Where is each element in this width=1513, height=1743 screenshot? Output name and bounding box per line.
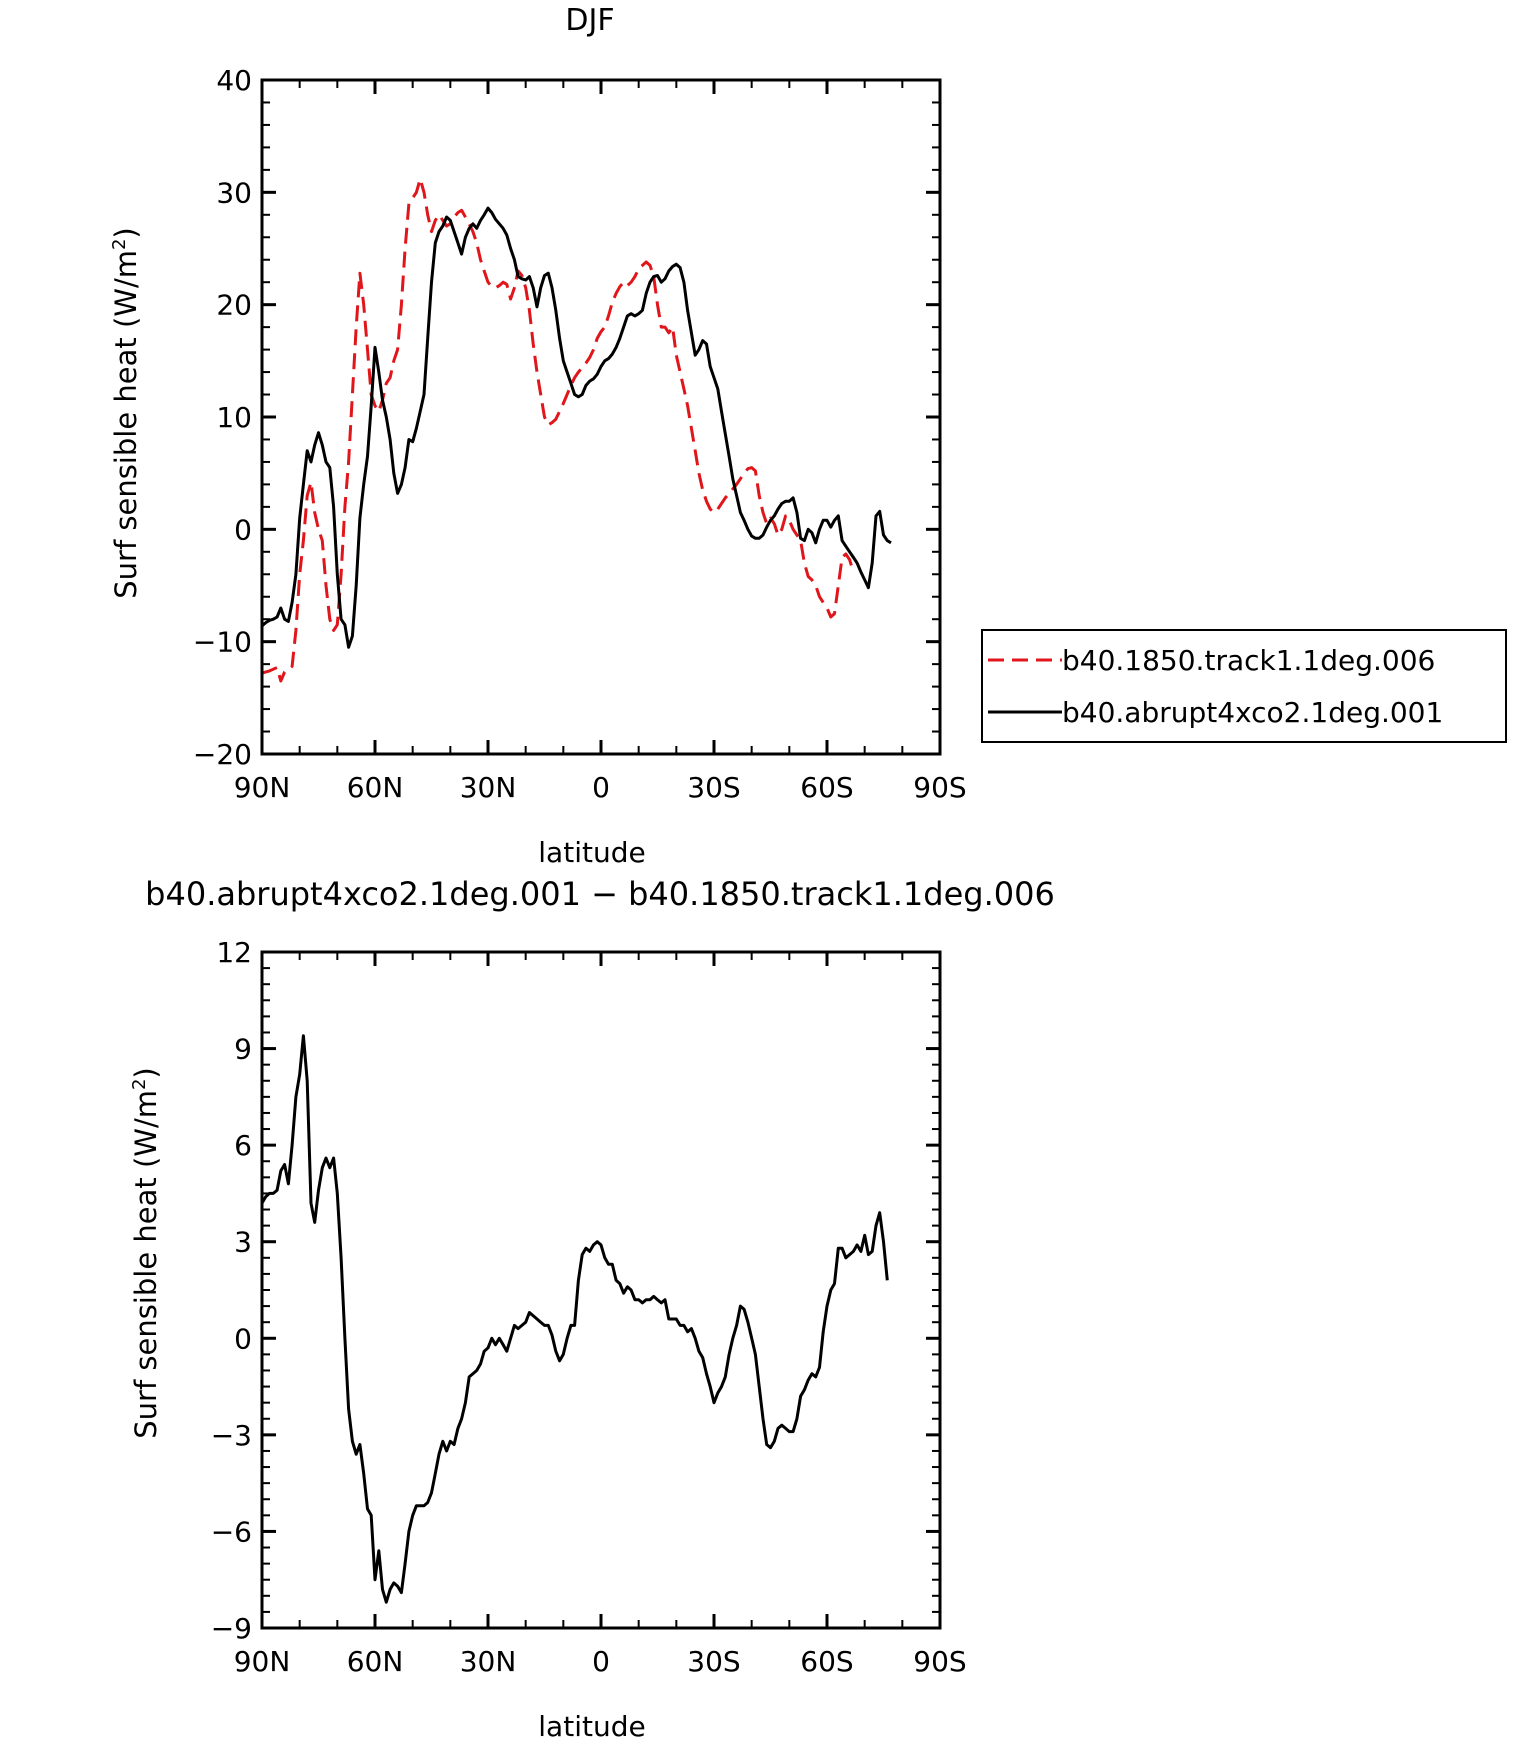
top-tick-labels: 90N 60N 30N 0 30S 60S 90S −20 −10 0 10 20 30 40 [193, 64, 967, 804]
bottom-y-axis-label: Surf sensible heat (W/m2) [129, 1067, 163, 1439]
legend-label-series-1: b40.1850.track1.1deg.006 [1062, 644, 1435, 677]
top-legend: b40.1850.track1.1deg.006 b40.abrupt4xco2… [981, 629, 1507, 743]
x-tick-label: 30S [687, 1645, 740, 1678]
top-y-axis-label: Surf sensible heat (W/m2) [109, 227, 143, 599]
x-tick-label: 90N [234, 771, 291, 804]
x-tick-label: 0 [592, 771, 610, 804]
y-tick-label: 3 [234, 1226, 252, 1259]
x-tick-label: 30S [687, 771, 740, 804]
x-tick-label: 90N [234, 1645, 291, 1678]
top-plot-frame [260, 78, 942, 756]
bottom-chart-title: b40.abrupt4xco2.1deg.001 − b40.1850.trac… [145, 875, 1055, 913]
y-tick-label: −3 [211, 1419, 252, 1452]
legend-box [981, 629, 1507, 743]
x-tick-label: 60N [347, 771, 404, 804]
y-tick-label: −9 [211, 1612, 252, 1645]
x-tick-label: 0 [592, 1645, 610, 1678]
x-tick-label: 30N [460, 1645, 517, 1678]
y-tick-label: 30 [216, 176, 252, 209]
bottom-y-label-tail: ) [129, 1067, 163, 1078]
y-tick-label: 10 [216, 401, 252, 434]
x-tick-label: 30N [460, 771, 517, 804]
legend-label-series-2: b40.abrupt4xco2.1deg.001 [1062, 696, 1443, 729]
y-tick-label: 9 [234, 1033, 252, 1066]
svg-text:Surf sensible heat (W/m2): Surf sensible heat (W/m2) [109, 227, 143, 599]
bottom-series-layer [260, 1034, 889, 1604]
y-tick-label: −6 [211, 1515, 252, 1548]
y-tick-label: 40 [216, 64, 252, 97]
y-tick-label: 12 [216, 936, 252, 969]
top-series-layer [261, 177, 892, 683]
top-x-axis-label: latitude [538, 836, 645, 869]
y-tick-label: 20 [216, 289, 252, 322]
bottom-ticks [260, 950, 942, 1630]
bottom-plot-frame [260, 950, 942, 1630]
bottom-tick-labels: 90N 60N 30N 0 30S 60S 90S −9 −6 −3 0 3 6 9 12 [211, 936, 967, 1678]
bottom-panel: b40.abrupt4xco2.1deg.001 − b40.1850.trac… [129, 875, 1055, 1743]
series-line-2 [261, 206, 892, 649]
x-tick-label: 60S [800, 1645, 853, 1678]
top-y-label-tail: ) [109, 227, 143, 238]
y-tick-label: 6 [234, 1129, 252, 1162]
x-tick-label: 60S [800, 771, 853, 804]
svg-text:Surf sensible heat (W/m2): Surf sensible heat (W/m2) [129, 1067, 163, 1439]
top-y-label-main: Surf sensible heat (W/m [109, 250, 143, 599]
x-tick-label: 90S [913, 771, 966, 804]
y-tick-label: −20 [193, 738, 252, 771]
top-y-label-superscript: 2 [109, 239, 130, 250]
y-tick-label: −10 [193, 626, 252, 659]
bottom-x-axis-label: latitude [538, 1710, 645, 1743]
y-tick-label: 0 [234, 513, 252, 546]
series-line-1 [261, 177, 855, 683]
series-line-1 [260, 1034, 889, 1604]
y-tick-label: 0 [234, 1322, 252, 1355]
top-panel: DJF Surf sensible heat (W/m2) latitude 9… [109, 3, 1507, 869]
x-tick-label: 60N [347, 1645, 404, 1678]
bottom-y-label-main: Surf sensible heat (W/m [129, 1090, 163, 1439]
top-ticks [260, 78, 942, 756]
bottom-y-label-superscript: 2 [129, 1079, 150, 1090]
x-tick-label: 90S [913, 1645, 966, 1678]
top-chart-title: DJF [565, 3, 614, 38]
